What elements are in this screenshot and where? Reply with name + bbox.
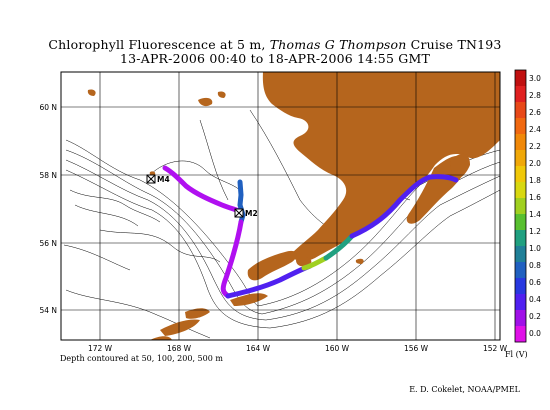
colorbar-tick-label: 0.4 (529, 295, 541, 304)
colorbar-tick-label: 1.4 (529, 210, 541, 219)
colorbar: 3.0 2.8 2.6 2.4 2.2 2.0 1.8 1.6 1.4 1.2 1.0 0.8 0.6 0… (514, 69, 541, 343)
map-frame (60, 71, 501, 341)
colorbar-swatch (515, 262, 526, 279)
colorbar-swatch (515, 182, 526, 199)
colorbar-tick-label: 0.6 (529, 278, 541, 287)
station-m4-label: M4 (157, 175, 170, 184)
colorbar-swatch (515, 118, 526, 135)
colorbar-tick-label: 0.2 (529, 312, 541, 321)
station-m4-marker (146, 174, 156, 184)
colorbar-tick-label: 2.0 (529, 159, 541, 168)
colorbar-swatch (515, 70, 526, 87)
colorbar-tick-label: 0.8 (529, 261, 541, 270)
lon-label: 164 W (246, 344, 271, 353)
station-m2-label: M2 (245, 209, 258, 218)
colorbar-tick-label: 1.0 (529, 244, 541, 253)
colorbar-swatch (515, 86, 526, 103)
colorbar-swatch (515, 246, 526, 263)
colorbar-swatch (515, 166, 526, 183)
lon-label: 168 W (167, 344, 192, 353)
colorbar-tick-label: 2.6 (529, 108, 541, 117)
colorbar-tick-label: 1.6 (529, 193, 541, 202)
lon-label: 172 W (88, 344, 113, 353)
colorbar-unit: Fl (V) (505, 350, 528, 359)
map-title-line2: 13-APR-2006 00:40 to 18-APR-2006 14:55 G… (119, 51, 430, 66)
colorbar-tick-label: 0.0 (529, 329, 541, 338)
track-leg-shelf (225, 263, 313, 299)
track-leg-mid (323, 233, 355, 261)
colorbar-swatch (515, 134, 526, 151)
colorbar-swatch (515, 294, 526, 311)
lat-label: 54 N (39, 306, 57, 315)
colorbar-swatch (515, 326, 526, 343)
colorbar-swatch (515, 150, 526, 167)
colorbar-tick-label: 2.2 (529, 142, 541, 151)
station-m2-marker (234, 208, 244, 218)
graticule (61, 72, 500, 340)
track-leg-east (349, 174, 459, 239)
colorbar-tick-label: 1.8 (529, 176, 541, 185)
lat-label: 60 N (39, 103, 57, 112)
colorbar-tick-label: 1.2 (529, 227, 541, 236)
lat-labels: 60 N 58 N 56 N 54 N (39, 103, 57, 315)
colorbar-tick-label: 3.0 (529, 74, 541, 83)
map-area (61, 72, 500, 340)
colorbar-tick-label: 2.8 (529, 91, 541, 100)
lon-label: 156 W (404, 344, 429, 353)
colorbar-swatch (515, 230, 526, 247)
land-masses (87, 72, 500, 340)
colorbar-swatch (515, 214, 526, 231)
depth-contour-note: Depth contoured at 50, 100, 200, 500 m (60, 354, 223, 363)
lon-label: 152 W (483, 344, 508, 353)
colorbar-swatch (515, 102, 526, 119)
credit-line: E. D. Cokelet, NOAA/PMEL (409, 385, 520, 394)
track-leg-west (162, 165, 244, 215)
ship-track (162, 165, 459, 299)
lon-labels: 172 W 168 W 164 W 160 W 156 W 152 W (88, 344, 508, 353)
track-leg-south (220, 219, 244, 299)
colorbar-swatch (515, 310, 526, 327)
colorbar-tick-label: 2.4 (529, 125, 541, 134)
station-markers (146, 174, 244, 218)
colorbar-swatch (515, 278, 526, 295)
colorbar-swatch (515, 198, 526, 215)
map-title-line1: Chlorophyll Fluorescence at 5 m, Thomas … (48, 37, 502, 52)
lat-label: 56 N (39, 239, 57, 248)
lat-label: 58 N (39, 171, 57, 180)
lon-label: 160 W (325, 344, 350, 353)
colorbar-frame (514, 69, 527, 343)
